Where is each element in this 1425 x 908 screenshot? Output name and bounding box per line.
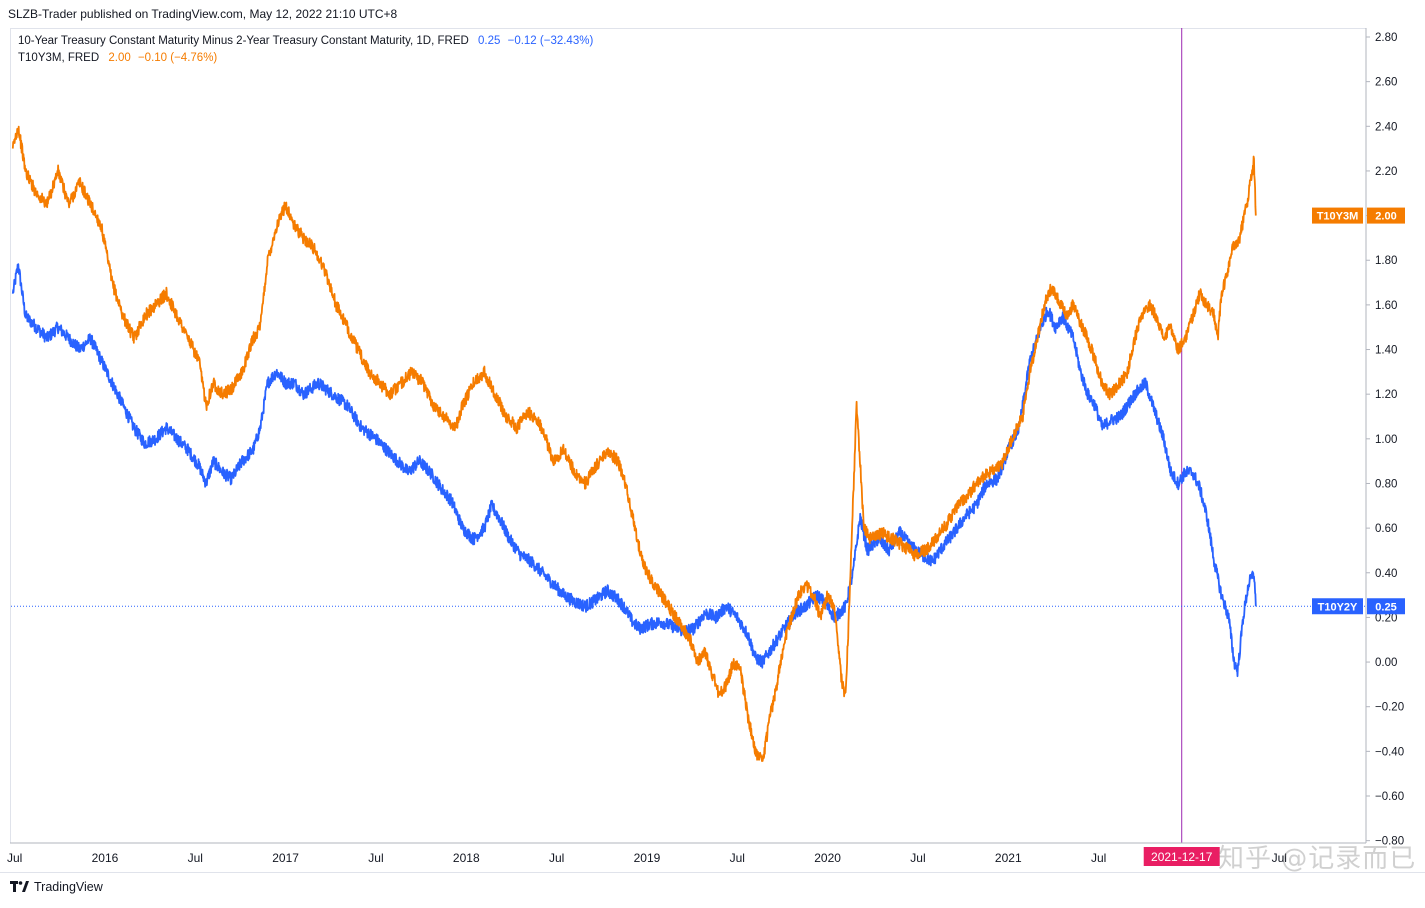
y-tick-label: −0.60 — [1375, 791, 1404, 803]
legend-2-value: 2.00 — [108, 52, 131, 64]
x-tick-label: Jul — [910, 851, 925, 865]
y-tick-label: 1.60 — [1375, 300, 1397, 312]
y-tick-label: 0.80 — [1375, 478, 1397, 490]
footer-bar — [0, 872, 1425, 908]
y-axis[interactable]: 2.80 2.60 2.40 2.20 2.00 1.80 1.60 1.40 1.20 1.00… — [1365, 28, 1404, 848]
y-tick-label: 2.40 — [1375, 121, 1397, 133]
y-tick-label: 1.40 — [1375, 345, 1397, 357]
date-marker-label: 2021-12-17 — [1151, 850, 1213, 864]
series-name-tag: T10Y3M — [1317, 211, 1359, 223]
legend-2-change: −0.10 (−4.76%) — [137, 52, 218, 64]
x-tick-label: Jul — [368, 851, 383, 865]
tradingview-logo[interactable]: TradingView — [10, 880, 103, 894]
y-tick-label: 0.00 — [1375, 657, 1397, 669]
series-value-tag-bg — [1367, 598, 1405, 615]
legend-1-value: 0.25 — [478, 35, 501, 47]
x-tick-label: Jul — [730, 851, 745, 865]
series-name-tag-bg — [1312, 598, 1363, 615]
y-tick-label: 0.40 — [1375, 568, 1397, 580]
legend-series-1[interactable]: 10-Year Treasury Constant Maturity Minus… — [18, 35, 593, 47]
series-value-tag: 2.00 — [1375, 211, 1396, 223]
y-tick-label: −0.80 — [1375, 836, 1404, 848]
chart-canvas[interactable]: 2.80 2.60 2.40 2.20 2.00 1.80 1.60 1.40 1.20 1.00… — [0, 0, 1425, 872]
x-tick-label: 2017 — [272, 851, 299, 865]
legend-1-name: 10-Year Treasury Constant Maturity Minus… — [18, 35, 469, 47]
y-tick-label: 1.00 — [1375, 434, 1397, 446]
x-tick-label: 2018 — [453, 851, 480, 865]
series-line-t10y2y — [11, 263, 1257, 678]
x-tick-label: 2021 — [995, 851, 1022, 865]
y-tick-label: −0.20 — [1375, 702, 1404, 714]
tradingview-brand: TradingView — [34, 880, 103, 894]
x-tick-label: 2019 — [634, 851, 661, 865]
series-group — [11, 125, 1257, 762]
y-tick-label: −0.40 — [1375, 746, 1404, 758]
x-tick-label: Jul — [549, 851, 564, 865]
x-tick-label: Jul — [1091, 851, 1106, 865]
y-tick-label: 1.80 — [1375, 255, 1397, 267]
x-tick-label: 2020 — [814, 851, 841, 865]
y-tick-label: 2.20 — [1375, 166, 1397, 178]
series-name-tag: T10Y2Y — [1318, 601, 1358, 613]
y-tick-label: 0.20 — [1375, 612, 1397, 624]
x-tick-label: Jul — [7, 851, 22, 865]
x-tick-label: Jul — [188, 851, 203, 865]
legend-2-name: T10Y3M, FRED — [18, 52, 100, 64]
tradingview-logo-icon — [10, 881, 29, 892]
series-name-tag-bg — [1312, 207, 1363, 224]
watermark: 知乎 @记录而已 — [1218, 844, 1417, 874]
legend-series-2[interactable]: T10Y3M, FRED 2.00 −0.10 (−4.76%) — [18, 52, 217, 64]
series-value-tag-bg — [1367, 207, 1405, 224]
y-tick-label: 0.60 — [1375, 523, 1397, 535]
x-tick-label: 2016 — [92, 851, 119, 865]
chart-frame — [10, 28, 1366, 843]
y-tick-label: 1.20 — [1375, 389, 1397, 401]
axis-value-labels: T10Y2Y 0.25 T10Y3M 2.00 2021-12-17 — [1143, 207, 1405, 866]
y-tick-label: 2.60 — [1375, 77, 1397, 89]
date-marker-label-bg — [1143, 847, 1220, 866]
legend-1-change: −0.12 (−32.43%) — [507, 35, 594, 47]
series-value-tag: 0.25 — [1375, 601, 1396, 613]
publisher-caption: SLZB-Trader published on TradingView.com… — [8, 7, 398, 21]
y-tick-label: 2.80 — [1375, 32, 1397, 44]
x-tick-label: Jul — [1272, 851, 1287, 865]
series-line-t10y3m — [11, 125, 1257, 762]
x-axis[interactable]: Jul 2016 Jul 2017 Jul 2018 Jul 2019 Jul 2020 Jul 20… — [7, 842, 1366, 865]
